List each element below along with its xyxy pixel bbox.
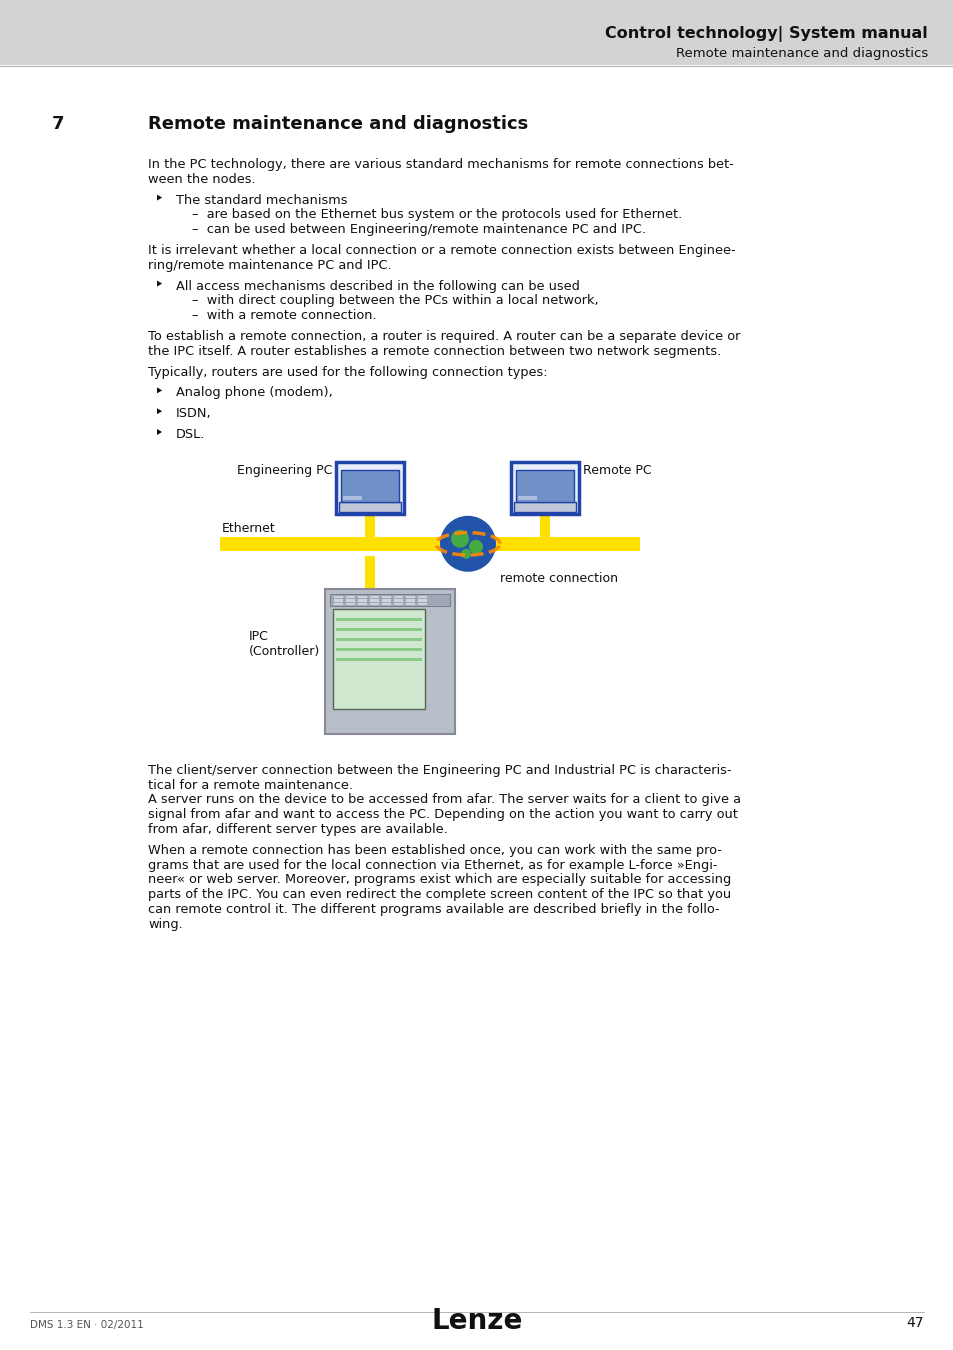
Text: from afar, different server types are available.: from afar, different server types are av… [148,824,447,836]
Text: can remote control it. The different programs available are described briefly in: can remote control it. The different pro… [148,903,719,917]
Bar [330,594,450,606]
Polygon shape [157,281,162,286]
Bar [333,609,424,709]
Bar [340,470,398,502]
FancyBboxPatch shape [325,589,455,734]
Bar [346,599,355,602]
Text: Lenze: Lenze [431,1307,522,1335]
Text: Control technology| System manual: Control technology| System manual [604,26,927,42]
Bar [220,537,639,551]
Bar [335,648,421,651]
Text: A server runs on the device to be accessed from afar. The server waits for a cli: A server runs on the device to be access… [148,794,740,806]
Bar [334,603,343,605]
Bar [0,0,953,65]
Text: –  can be used between Engineering/remote maintenance PC and IPC.: – can be used between Engineering/remote… [192,223,645,236]
Bar [381,599,391,602]
Bar [335,657,421,660]
Bar [406,599,415,602]
Text: the IPC itself. A router establishes a remote connection between two network seg: the IPC itself. A router establishes a r… [148,344,720,358]
Bar [365,556,375,589]
Text: In the PC technology, there are various standard mechanisms for remote connectio: In the PC technology, there are various … [148,158,733,171]
Polygon shape [157,429,162,435]
Text: Remote PC: Remote PC [582,464,651,477]
Circle shape [460,549,471,559]
Bar [357,595,367,598]
Text: Typically, routers are used for the following connection types:: Typically, routers are used for the foll… [148,366,547,378]
Text: Remote maintenance and diagnostics: Remote maintenance and diagnostics [675,47,927,59]
Bar [334,599,343,602]
Bar [357,599,367,602]
Text: grams that are used for the local connection via Ethernet, as for example L-forc: grams that are used for the local connec… [148,859,717,872]
Text: ISDN,: ISDN, [175,408,212,420]
Bar [334,595,343,598]
Text: IPC
(Controller): IPC (Controller) [249,630,319,657]
Text: To establish a remote connection, a router is required. A router can be a separa: To establish a remote connection, a rout… [148,329,740,343]
Bar [539,505,550,537]
Bar [346,595,355,598]
Text: Analog phone (modem),: Analog phone (modem), [175,386,333,400]
Bar [417,603,427,605]
Text: neer« or web server. Moreover, programs exist which are especially suitable for : neer« or web server. Moreover, programs … [148,873,731,887]
Text: The client/server connection between the Engineering PC and Industrial PC is cha: The client/server connection between the… [148,764,731,776]
Text: All access mechanisms described in the following can be used: All access mechanisms described in the f… [175,279,579,293]
Bar [417,595,427,598]
Text: DSL.: DSL. [175,428,205,441]
Bar [417,599,427,602]
Text: It is irrelevant whether a local connection or a remote connection exists betwee: It is irrelevant whether a local connect… [148,244,735,256]
Text: wing.: wing. [148,918,183,930]
FancyBboxPatch shape [511,462,578,514]
Text: Engineering PC: Engineering PC [236,464,332,477]
Circle shape [469,540,482,553]
Bar [346,603,355,605]
Text: tical for a remote maintenance.: tical for a remote maintenance. [148,779,353,791]
Bar [394,603,402,605]
Bar [370,595,378,598]
Text: parts of the IPC. You can even redirect the complete screen content of the IPC s: parts of the IPC. You can even redirect … [148,888,730,902]
Bar [357,603,367,605]
Circle shape [439,516,496,572]
Text: signal from afar and want to access the PC. Depending on the action you want to : signal from afar and want to access the … [148,809,737,821]
Text: –  with direct coupling between the PCs within a local network,: – with direct coupling between the PCs w… [192,294,598,308]
Text: When a remote connection has been established once, you can work with the same p: When a remote connection has been establ… [148,844,721,857]
Bar [365,505,375,537]
Text: Remote maintenance and diagnostics: Remote maintenance and diagnostics [148,115,528,134]
Bar [335,628,421,630]
Text: –  with a remote connection.: – with a remote connection. [192,309,376,323]
FancyBboxPatch shape [335,462,403,514]
Bar [335,618,421,621]
Text: ween the nodes.: ween the nodes. [148,173,255,186]
Text: The standard mechanisms: The standard mechanisms [175,193,347,207]
Polygon shape [157,408,162,414]
Bar [406,603,415,605]
Bar [516,470,574,502]
Text: –  are based on the Ethernet bus system or the protocols used for Ethernet.: – are based on the Ethernet bus system o… [192,208,681,221]
Bar [406,595,415,598]
Text: Ethernet: Ethernet [222,522,275,535]
Bar [335,637,421,641]
Bar [338,502,400,512]
Text: remote connection: remote connection [499,572,618,585]
Text: ring/remote maintenance PC and IPC.: ring/remote maintenance PC and IPC. [148,259,392,271]
Bar [394,599,402,602]
Bar [514,502,576,512]
Text: DMS 1.3 EN · 02/2011: DMS 1.3 EN · 02/2011 [30,1320,144,1330]
Bar [370,599,378,602]
Bar [370,603,378,605]
Polygon shape [157,194,162,201]
Text: 47: 47 [905,1316,923,1330]
Bar [343,495,361,500]
Circle shape [451,529,469,548]
Bar [381,595,391,598]
Bar [394,595,402,598]
Text: 7: 7 [52,115,65,134]
Bar [517,495,537,500]
Bar [381,603,391,605]
Polygon shape [157,387,162,393]
